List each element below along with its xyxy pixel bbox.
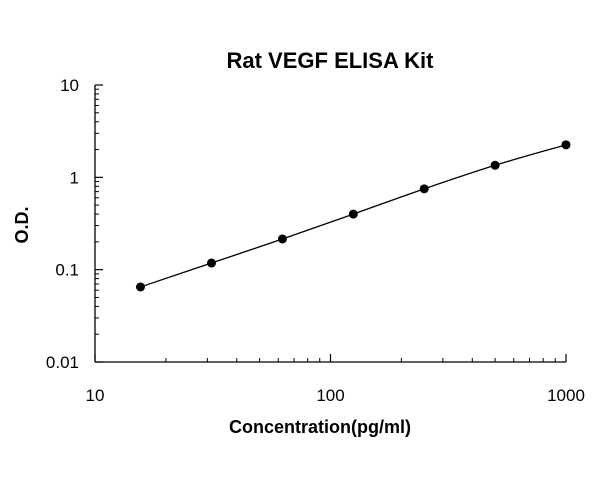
- x-tick-label: 10: [86, 386, 105, 405]
- data-point: [207, 258, 217, 268]
- data-point: [419, 184, 429, 194]
- x-tick-label: 100: [316, 386, 344, 405]
- y-tick-label: 0.01: [46, 353, 79, 372]
- y-axis-title: O.D.: [12, 206, 32, 243]
- x-tick-label: 1000: [547, 386, 585, 405]
- plot-area: 10 1 0.1 0.01 10 100 1000: [46, 76, 585, 405]
- y-tick-label: 1: [70, 168, 79, 187]
- chart-title: Rat VEGF ELISA Kit: [227, 48, 435, 73]
- data-point: [490, 160, 500, 170]
- data-point: [561, 140, 571, 150]
- data-point: [348, 209, 358, 219]
- data-point: [277, 234, 287, 244]
- data-point: [135, 282, 145, 292]
- y-tick-label: 10: [60, 76, 79, 95]
- x-axis-title: Concentration(pg/ml): [229, 417, 411, 437]
- y-tick-label: 0.1: [55, 261, 79, 280]
